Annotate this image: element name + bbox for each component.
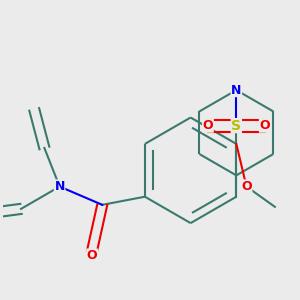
Text: O: O — [87, 249, 98, 262]
Text: O: O — [202, 119, 213, 132]
Text: N: N — [231, 84, 242, 97]
Text: N: N — [54, 180, 65, 193]
Text: O: O — [260, 119, 270, 132]
Text: O: O — [241, 180, 252, 193]
Text: S: S — [231, 118, 241, 133]
